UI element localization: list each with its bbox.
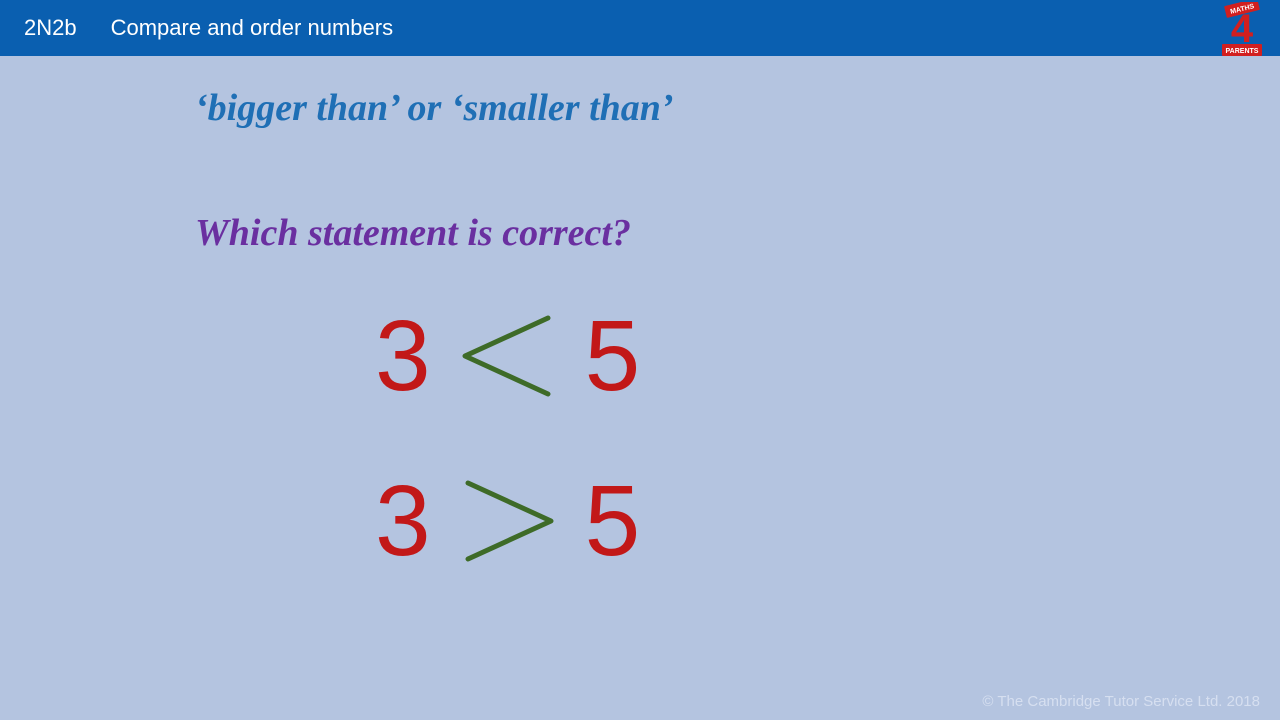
statement-1: 3 5: [375, 306, 640, 406]
header-bar: 2N2b Compare and order numbers 4 MATHS P…: [0, 0, 1280, 56]
subtitle-text: ‘bigger than’ or ‘smaller than’: [195, 86, 674, 130]
brand-logo: 4 MATHS PARENTS: [1214, 2, 1270, 58]
statement-2-left-number: 3: [375, 471, 431, 571]
statement-1-left-number: 3: [375, 306, 431, 406]
statement-2: 3 5: [375, 471, 640, 571]
lesson-code: 2N2b: [24, 15, 77, 41]
slide-body: ‘bigger than’ or ‘smaller than’ Which st…: [0, 56, 1280, 720]
greater-than-icon: [453, 471, 563, 571]
lesson-title: Compare and order numbers: [111, 15, 393, 41]
less-than-icon: [453, 306, 563, 406]
statement-2-right-number: 5: [585, 471, 641, 571]
question-text: Which statement is correct?: [195, 211, 631, 255]
statement-1-right-number: 5: [585, 306, 641, 406]
svg-text:PARENTS: PARENTS: [1226, 48, 1259, 55]
copyright-text: © The Cambridge Tutor Service Ltd. 2018: [982, 693, 1260, 710]
